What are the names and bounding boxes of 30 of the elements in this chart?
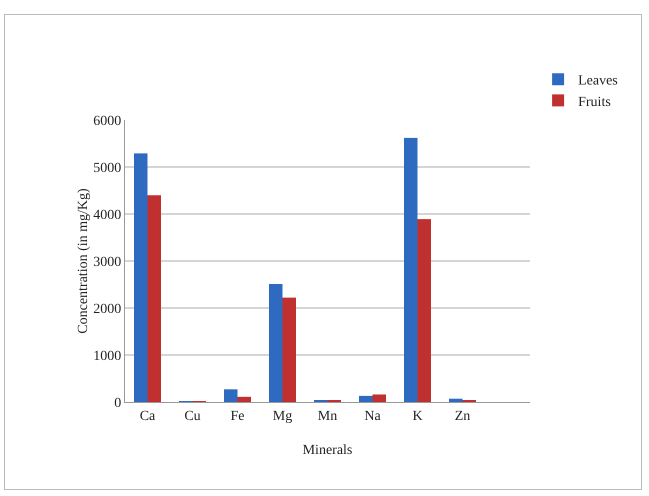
x-tick-label: Cu xyxy=(184,408,201,424)
y-tick-label: 6000 xyxy=(93,114,122,129)
x-tick-label: K xyxy=(412,408,423,424)
x-tick-label: Mn xyxy=(318,408,338,424)
x-tick-label: Fe xyxy=(230,408,244,424)
x-tick-label: Zn xyxy=(454,408,470,424)
y-tick-label: 1000 xyxy=(93,348,122,364)
bar xyxy=(224,389,238,402)
bar xyxy=(134,153,148,402)
bar xyxy=(418,219,431,402)
x-axis-title: Minerals xyxy=(302,443,352,458)
bar xyxy=(372,394,386,402)
bar xyxy=(359,396,372,402)
bar xyxy=(269,284,282,402)
bar xyxy=(238,396,251,402)
y-tick-label: 5000 xyxy=(93,160,122,176)
y-tick-label: 0 xyxy=(114,396,122,411)
y-tick-label: 4000 xyxy=(93,208,122,223)
legend-label: Leaves xyxy=(578,74,618,89)
x-tick-label: Ca xyxy=(140,408,156,424)
x-tick-label: Na xyxy=(364,408,382,424)
y-axis-title: Concentration (in mg/Kg) xyxy=(76,188,91,334)
x-tick-label: Mg xyxy=(272,408,292,424)
legend-label: Fruits xyxy=(578,94,611,110)
bar xyxy=(449,398,462,402)
bar xyxy=(282,298,296,402)
y-tick-label: 3000 xyxy=(93,254,122,270)
bar xyxy=(148,195,161,402)
bar xyxy=(404,138,418,402)
y-tick-label: 2000 xyxy=(93,302,122,317)
